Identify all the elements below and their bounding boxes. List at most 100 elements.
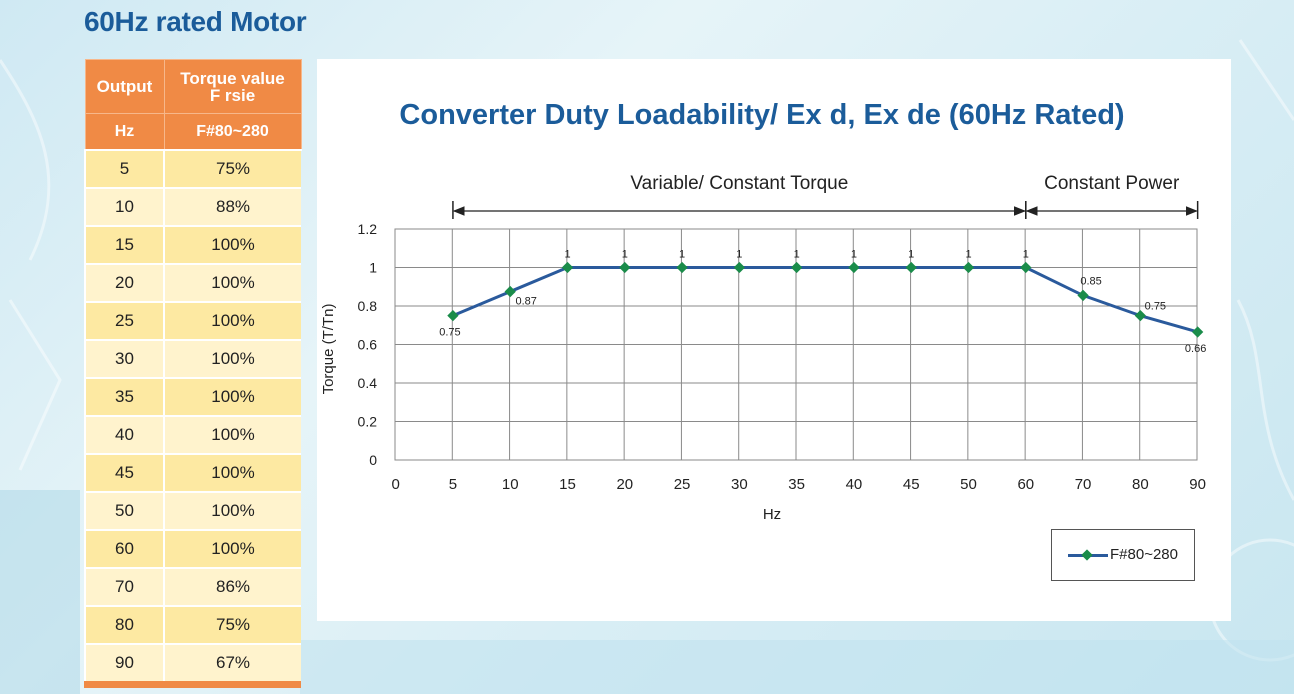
data-label: 0.75 — [439, 327, 460, 339]
table-header-row: Output Torque value F rsie — [84, 59, 302, 114]
region-label: Constant Power — [1044, 173, 1180, 194]
data-label: 1 — [794, 249, 800, 261]
y-tick-label: 0 — [369, 452, 377, 468]
data-point-marker — [1020, 261, 1032, 274]
cell-torque-value: 100% — [163, 301, 301, 340]
cell-hz: 80 — [84, 605, 164, 644]
table-row: 40 100% — [84, 415, 301, 454]
x-tick-label: 25 — [674, 476, 691, 493]
cell-hz: 25 — [84, 301, 164, 340]
table-body: 5 75% 10 88% 15 100% 20 100% 25 100% 30 100% 35 100% 4… — [84, 149, 301, 685]
table-row: 10 88% — [84, 187, 301, 226]
table-row: 80 75% — [84, 605, 301, 644]
region-label: Variable/ Constant Torque — [630, 173, 848, 194]
cell-torque-value: 75% — [163, 605, 301, 644]
x-tick-label: 45 — [903, 476, 920, 493]
cell-hz: 40 — [84, 415, 164, 454]
cell-torque-value: 86% — [163, 567, 301, 606]
data-point-marker — [848, 261, 860, 274]
cell-torque-value: 100% — [163, 453, 301, 492]
data-point-marker — [619, 261, 631, 274]
table-row: 45 100% — [84, 453, 301, 492]
table-row: 50 100% — [84, 491, 301, 530]
torque-table: Output Torque value F rsie Hz F#80~280 5… — [84, 59, 302, 688]
table-row: 60 100% — [84, 529, 301, 568]
header-output: Output — [84, 59, 165, 114]
cell-torque-value: 75% — [163, 149, 301, 188]
table-row: 20 100% — [84, 263, 301, 302]
data-point-marker — [1077, 289, 1089, 302]
data-point-marker — [676, 261, 688, 274]
data-label: 0.66 — [1185, 343, 1206, 355]
data-point-marker — [1134, 309, 1147, 322]
cell-hz: 15 — [84, 225, 164, 264]
data-point-marker — [733, 261, 746, 274]
table-row: 15 100% — [84, 225, 301, 264]
cell-hz: 20 — [84, 263, 164, 302]
cell-hz: 45 — [84, 453, 164, 492]
data-point-marker — [1191, 326, 1204, 338]
cell-torque-value: 100% — [163, 263, 301, 302]
chart-panel: Converter Duty Loadability/ Ex d, Ex de … — [317, 59, 1231, 621]
header-torque-line1: Torque value — [180, 68, 285, 88]
series-line — [452, 266, 1199, 334]
legend-label: F#80~280 — [1110, 546, 1178, 563]
subheader-hz: Hz — [84, 113, 165, 151]
cell-torque-value: 100% — [163, 415, 301, 454]
x-axis-label: Hz — [763, 506, 781, 523]
data-point-marker — [561, 261, 574, 274]
y-tick-label: 0.8 — [358, 298, 378, 314]
x-tick-label: 50 — [960, 476, 977, 493]
data-label: 0.87 — [516, 296, 537, 308]
cell-hz: 5 — [84, 149, 164, 188]
x-tick-label: 20 — [616, 476, 633, 493]
table-row: 35 100% — [84, 377, 301, 416]
x-tick-label: 5 — [449, 476, 457, 493]
table-row: 25 100% — [84, 301, 301, 340]
data-label: 1 — [679, 249, 685, 261]
y-tick-label: 1.2 — [358, 221, 378, 237]
cell-hz: 35 — [84, 377, 164, 416]
x-tick-label: 70 — [1075, 476, 1092, 493]
data-label: 0.75 — [1145, 301, 1166, 313]
y-tick-label: 0.4 — [358, 375, 378, 391]
table-row: 70 86% — [84, 567, 301, 606]
table-row: 90 67% — [84, 643, 301, 685]
y-axis-label: Torque (T/Tn) — [320, 304, 337, 395]
data-point-marker — [905, 261, 917, 274]
legend-diamond-marker — [1081, 549, 1093, 561]
cell-torque-value: 100% — [163, 339, 301, 378]
cell-torque-value: 67% — [163, 643, 301, 685]
table-subheader-row: Hz F#80~280 — [84, 113, 302, 151]
y-tick-label: 1 — [369, 260, 377, 276]
cell-torque-value: 100% — [163, 491, 301, 530]
loadability-chart: 0 0.2 0.4 0.6 0.8 1 1.2 0 5 10 15 20 25 30 35 40 45 50 60 7… — [320, 173, 1206, 523]
data-label: 1 — [851, 249, 857, 261]
data-label: 1 — [908, 249, 914, 261]
table-row: 5 75% — [84, 149, 301, 188]
subheader-model: F#80~280 — [163, 113, 302, 151]
cell-torque-value: 100% — [163, 377, 301, 416]
page-title: 60Hz rated Motor — [84, 6, 307, 37]
x-tick-label: 40 — [846, 476, 863, 493]
data-point-marker — [447, 309, 459, 322]
data-point-marker — [790, 261, 803, 274]
cell-hz: 50 — [84, 491, 164, 530]
data-point-marker — [962, 261, 975, 274]
cell-hz: 30 — [84, 339, 164, 378]
x-tick-label: 35 — [788, 476, 805, 493]
x-tick-label: 60 — [1017, 476, 1034, 493]
header-torque-value: Torque value F rsie — [163, 59, 302, 114]
header-torque-line2: F rsie — [209, 85, 256, 105]
y-tick-label: 0.2 — [358, 414, 378, 430]
x-tick-label: 30 — [731, 476, 748, 493]
cell-torque-value: 88% — [163, 187, 301, 226]
x-tick-label: 0 — [391, 476, 399, 493]
chart-legend: F#80~280 — [1051, 529, 1195, 581]
data-label: 1 — [622, 249, 628, 261]
x-tick-label: 80 — [1132, 476, 1149, 493]
cell-torque-value: 100% — [163, 529, 301, 568]
x-tick-label: 90 — [1189, 476, 1206, 493]
x-tick-label: 10 — [502, 476, 519, 493]
cell-hz: 10 — [84, 187, 164, 226]
